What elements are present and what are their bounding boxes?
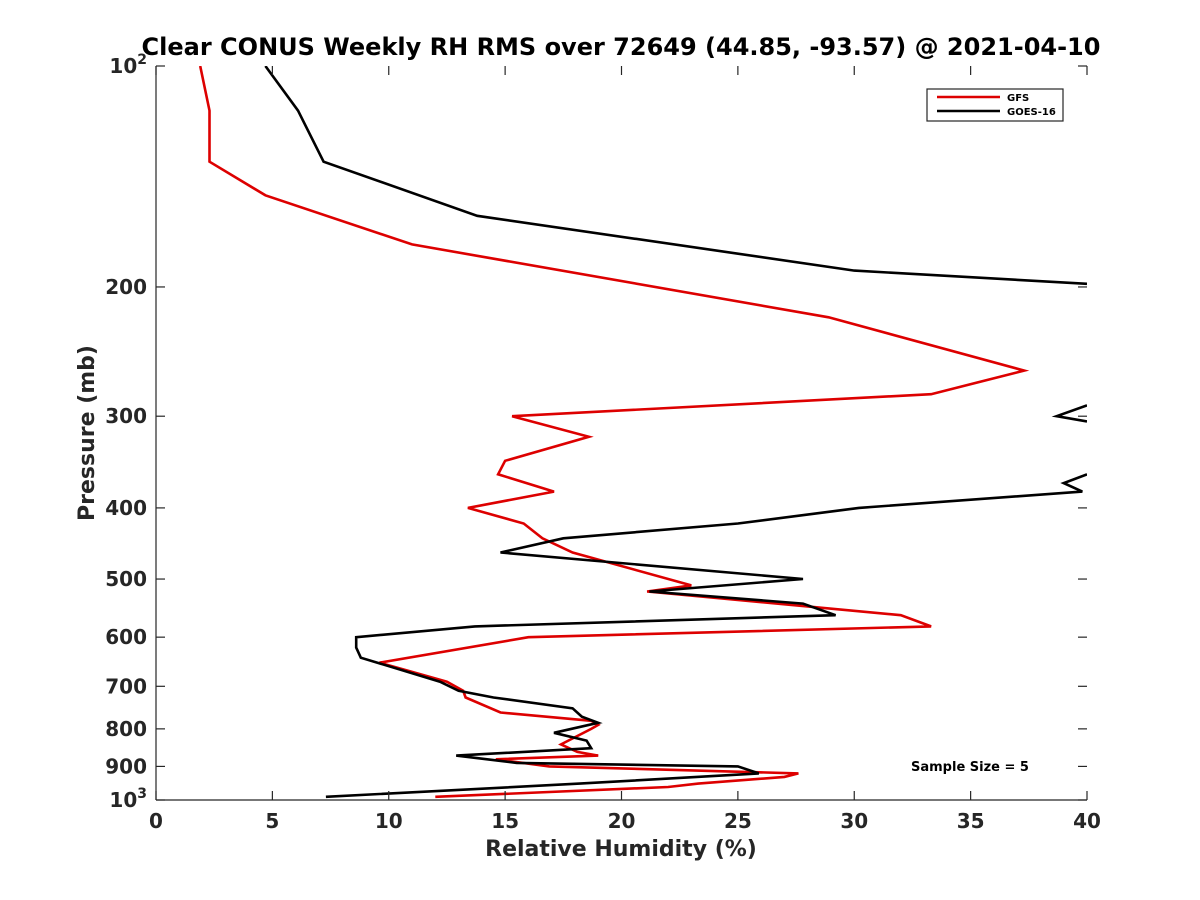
x-ticks: 0 5 10 15 20 25 30 35 40: [149, 66, 1101, 833]
y-ticks: 102 200 300 400 500 600 700 800 900 103: [105, 52, 1087, 812]
y-tick-label: 600: [105, 625, 147, 649]
x-tick-label: 20: [608, 809, 636, 833]
legend-label-gfs: GFS: [1007, 93, 1029, 104]
chart-title: Clear CONUS Weekly RH RMS over 72649 (44…: [142, 33, 1101, 61]
x-tick-label: 5: [265, 809, 279, 833]
y-tick-label: 300: [105, 404, 147, 428]
x-tick-label: 25: [724, 809, 752, 833]
y-tick-label: 400: [105, 496, 147, 520]
x-tick-label: 40: [1073, 809, 1101, 833]
x-axis-title: Relative Humidity (%): [485, 837, 757, 862]
series-line-goes16-segment-3: [325, 473, 1087, 799]
x-tick-label: 30: [840, 809, 868, 833]
plot-area-background: [156, 66, 1087, 800]
y-tick-label: 103: [109, 786, 147, 812]
y-tick-label: 200: [105, 275, 147, 299]
series-line-gfs: [198, 66, 1030, 799]
y-tick-label: 800: [105, 717, 147, 741]
sample-size-annotation: Sample Size = 5: [911, 760, 1029, 775]
y-tick-label: 700: [105, 674, 147, 698]
x-tick-label: 15: [491, 809, 519, 833]
legend: GFS GOES-16: [926, 88, 1064, 122]
x-tick-label: 35: [957, 809, 985, 833]
series-layer: [198, 66, 1087, 799]
y-axis-title: Pressure (mb): [75, 345, 100, 521]
y-tick-label: 102: [109, 52, 147, 78]
legend-box: [926, 88, 1064, 122]
series-line-goes16-segment-2: [1051, 404, 1087, 423]
x-tick-label: 0: [149, 809, 163, 833]
x-tick-label: 10: [375, 809, 403, 833]
legend-label-goes16: GOES-16: [1007, 107, 1056, 118]
series-line-goes16-segment-1: [264, 66, 1087, 286]
y-tick-label: 900: [105, 754, 147, 778]
y-tick-label: 500: [105, 567, 147, 591]
